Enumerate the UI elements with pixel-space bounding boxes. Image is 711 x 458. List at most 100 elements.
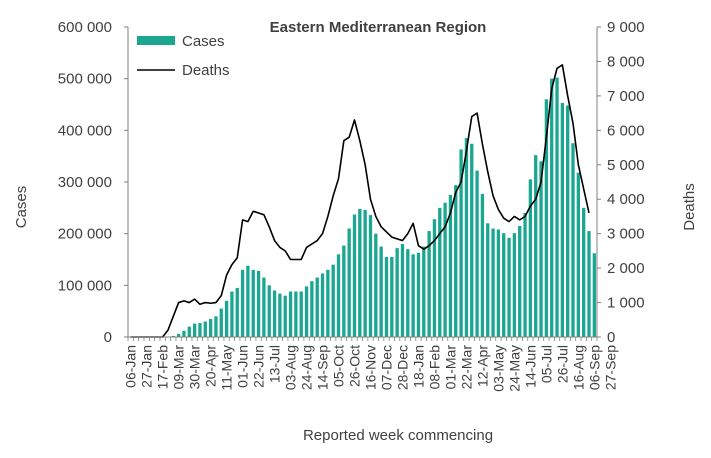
x-tick-label: 08-Feb: [426, 345, 442, 390]
y-right-tick-label: 4 000: [607, 191, 645, 208]
cases-bar: [555, 78, 558, 337]
cases-bar: [182, 331, 185, 337]
cases-bar: [300, 292, 303, 337]
y-left-tick-label: 500 000: [58, 71, 112, 88]
cases-bar: [332, 265, 335, 337]
x-tick-label: 27-Sep: [602, 345, 618, 390]
y-left-tick-label: 0: [104, 329, 112, 346]
cases-bar: [491, 229, 494, 338]
cases-bar: [369, 215, 372, 337]
cases-bar: [593, 253, 596, 337]
cases-bar: [294, 292, 297, 337]
x-tick-label: 03-Aug: [283, 345, 299, 390]
cases-bar: [571, 143, 574, 337]
x-tick-label: 16-Aug: [570, 345, 586, 390]
y-left-tick-label: 400 000: [58, 122, 112, 139]
cases-bar: [348, 229, 351, 338]
cases-bar: [305, 286, 308, 337]
cases-bar: [534, 155, 537, 337]
y-right-tick-label: 2 000: [607, 260, 645, 277]
x-tick-label: 14-Jun: [522, 345, 538, 388]
cases-bar: [518, 226, 521, 337]
cases-bar: [257, 271, 260, 337]
x-tick-label: 24-Aug: [299, 345, 315, 390]
x-tick-label: 20-Apr: [203, 345, 219, 387]
cases-bar: [284, 296, 287, 337]
cases-bar: [337, 254, 340, 337]
x-tick-label: 07-Dec: [378, 345, 394, 390]
cases-bar: [188, 327, 191, 337]
cases-bar: [241, 270, 244, 337]
cases-bar: [262, 278, 265, 337]
y-right-tick-label: 5 000: [607, 157, 645, 174]
x-tick-label: 18-Jan: [410, 345, 426, 388]
cases-bar: [486, 223, 489, 337]
cases-bar: [364, 210, 367, 337]
cases-bar: [204, 322, 207, 338]
x-tick-label: 05-Oct: [331, 345, 347, 387]
x-tick-label: 24-May: [506, 345, 522, 392]
cases-bar: [385, 257, 388, 337]
cases-bar: [252, 270, 255, 337]
x-tick-label: 28-Dec: [394, 345, 410, 390]
cases-bar: [587, 231, 590, 337]
x-tick-label: 12-Apr: [474, 345, 490, 387]
x-tick-label: 26-Jul: [554, 345, 570, 383]
cases-bar: [582, 208, 585, 337]
y-axis-left-label: Cases: [13, 186, 30, 229]
cases-bar: [395, 248, 398, 337]
y-right-tick-label: 6 000: [607, 122, 645, 139]
y-right-tick-label: 7 000: [607, 88, 645, 105]
x-tick-label: 06-Sep: [586, 345, 602, 390]
x-tick-label: 22-Mar: [458, 345, 474, 390]
legend-swatch-cases: [137, 36, 175, 45]
cases-bar: [390, 257, 393, 337]
chart-title: Eastern Mediterranean Region: [270, 19, 487, 36]
x-tick-label: 03-May: [490, 345, 506, 392]
cases-bar: [316, 278, 319, 337]
x-tick-label: 01-Mar: [442, 345, 458, 390]
cases-bar: [220, 309, 223, 337]
cases-bar: [550, 79, 553, 337]
y-right-tick-label: 0: [607, 329, 615, 346]
cases-bar: [289, 292, 292, 337]
x-tick-label: 22-Jun: [251, 345, 267, 388]
cases-bar: [438, 208, 441, 337]
x-tick-label: 01-Jun: [235, 345, 251, 388]
y-axis-right-label: Deaths: [681, 183, 698, 231]
cases-bar: [326, 270, 329, 337]
cases-bar: [577, 173, 580, 337]
y-right-tick-label: 1 000: [607, 295, 645, 312]
cases-bar: [433, 219, 436, 337]
cases-bar: [470, 144, 473, 337]
y-left-tick-label: 100 000: [58, 277, 112, 294]
x-tick-label: 17-Feb: [155, 345, 171, 390]
cases-bar: [497, 230, 500, 337]
cases-bar: [401, 244, 404, 337]
y-right-tick-label: 8 000: [607, 53, 645, 70]
cases-bar: [225, 301, 228, 337]
x-tick-label: 11-May: [219, 345, 235, 391]
cases-bar: [513, 233, 516, 337]
cases-bar: [374, 234, 377, 337]
cases-bar: [342, 246, 345, 337]
y-right-tick-label: 3 000: [607, 226, 645, 243]
x-tick-label: 06-Jan: [123, 345, 139, 388]
y-right-tick-label: 9 000: [607, 19, 645, 36]
cases-bar: [465, 138, 468, 337]
legend-label-cases: Cases: [182, 33, 225, 50]
x-tick-label: 16-Nov: [362, 345, 378, 390]
x-tick-label: 26-Oct: [347, 345, 363, 387]
y-left-tick-label: 300 000: [58, 174, 112, 191]
cases-bar: [507, 238, 510, 337]
legend-label-deaths: Deaths: [182, 62, 230, 79]
x-tick-label: 27-Jan: [139, 345, 155, 388]
cases-bar: [209, 319, 212, 337]
cases-bar: [230, 292, 233, 337]
cases-bar: [566, 106, 569, 337]
cases-bar: [481, 194, 484, 337]
x-tick-label: 14-Sep: [315, 345, 331, 390]
cases-bar: [273, 291, 276, 338]
